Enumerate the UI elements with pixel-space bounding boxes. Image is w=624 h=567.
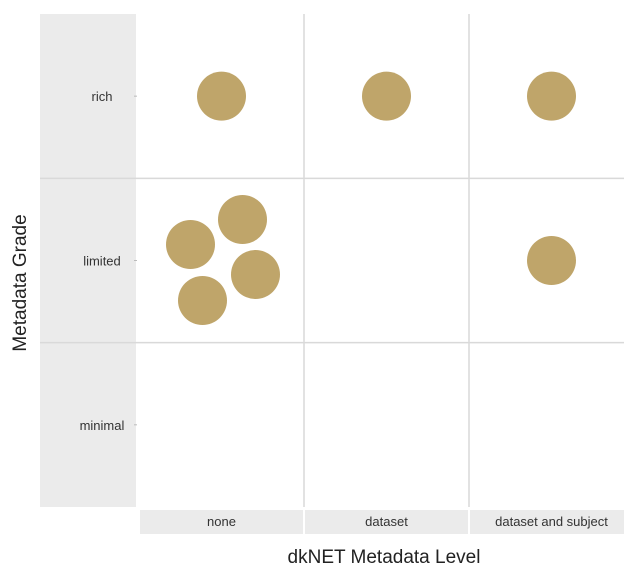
data-point	[527, 235, 576, 285]
x-axis-title: dkNET Metadata Level	[288, 547, 481, 567]
y-tick-label-minimal: minimal	[80, 418, 125, 433]
data-point	[197, 71, 246, 121]
data-point	[166, 219, 215, 269]
y-axis-title: Metadata Grade	[10, 214, 31, 351]
data-points	[166, 71, 576, 325]
y-tick-label-rich: rich	[92, 89, 113, 104]
y-tick-labels: rich limited minimal	[80, 89, 137, 433]
strip-backgrounds	[40, 14, 624, 534]
data-point	[178, 275, 227, 325]
x-axis-strip	[140, 510, 303, 534]
y-axis-strip	[40, 14, 136, 507]
data-point	[218, 194, 267, 244]
y-tick-label-limited: limited	[83, 253, 121, 268]
data-point	[527, 71, 576, 121]
grid-lines	[40, 14, 624, 507]
x-tick-label-dataset-and-subject: dataset and subject	[495, 514, 608, 529]
data-point	[231, 249, 280, 299]
x-tick-labels: none dataset dataset and subject	[207, 514, 608, 529]
x-tick-label-dataset: dataset	[365, 514, 408, 529]
data-point	[362, 71, 411, 121]
x-tick-label-none: none	[207, 514, 236, 529]
x-axis-strip	[470, 510, 624, 534]
x-axis-strip	[305, 510, 468, 534]
